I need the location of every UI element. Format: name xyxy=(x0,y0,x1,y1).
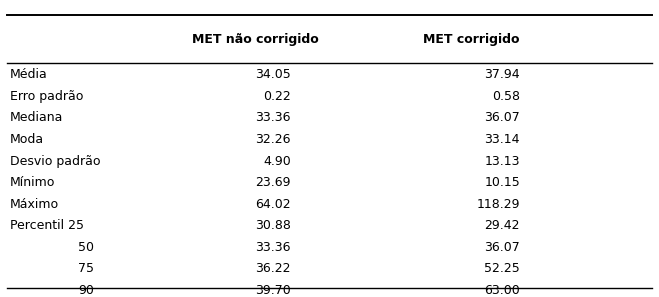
Text: Desvio padrão: Desvio padrão xyxy=(10,154,100,168)
Text: 13.13: 13.13 xyxy=(484,154,520,168)
Text: 29.42: 29.42 xyxy=(484,219,520,232)
Text: 0.22: 0.22 xyxy=(263,90,291,103)
Text: 32.26: 32.26 xyxy=(255,133,291,146)
Text: 36.07: 36.07 xyxy=(484,241,520,254)
Text: Mínimo: Mínimo xyxy=(10,176,55,189)
Text: 0.58: 0.58 xyxy=(492,90,520,103)
Text: 90: 90 xyxy=(78,284,94,297)
Text: 36.07: 36.07 xyxy=(484,111,520,124)
Text: 64.02: 64.02 xyxy=(255,198,291,211)
Text: 23.69: 23.69 xyxy=(255,176,291,189)
Text: 52.25: 52.25 xyxy=(484,262,520,275)
Text: 10.15: 10.15 xyxy=(484,176,520,189)
Text: Moda: Moda xyxy=(10,133,44,146)
Text: 33.36: 33.36 xyxy=(255,241,291,254)
Text: 4.90: 4.90 xyxy=(263,154,291,168)
Text: Mediana: Mediana xyxy=(10,111,63,124)
Text: 34.05: 34.05 xyxy=(255,68,291,81)
Text: MET não corrigido: MET não corrigido xyxy=(192,33,318,46)
Text: 30.88: 30.88 xyxy=(255,219,291,232)
Text: Erro padrão: Erro padrão xyxy=(10,90,83,103)
Text: 50: 50 xyxy=(78,241,94,254)
Text: 118.29: 118.29 xyxy=(476,198,520,211)
Text: 39.70: 39.70 xyxy=(255,284,291,297)
Text: 36.22: 36.22 xyxy=(255,262,291,275)
Text: Percentil 25: Percentil 25 xyxy=(10,219,84,232)
Text: 75: 75 xyxy=(78,262,94,275)
Text: Média: Média xyxy=(10,68,47,81)
Text: Máximo: Máximo xyxy=(10,198,59,211)
Text: 37.94: 37.94 xyxy=(484,68,520,81)
Text: 33.36: 33.36 xyxy=(255,111,291,124)
Text: 33.14: 33.14 xyxy=(484,133,520,146)
Text: 63.00: 63.00 xyxy=(484,284,520,297)
Text: MET corrigido: MET corrigido xyxy=(423,33,520,46)
